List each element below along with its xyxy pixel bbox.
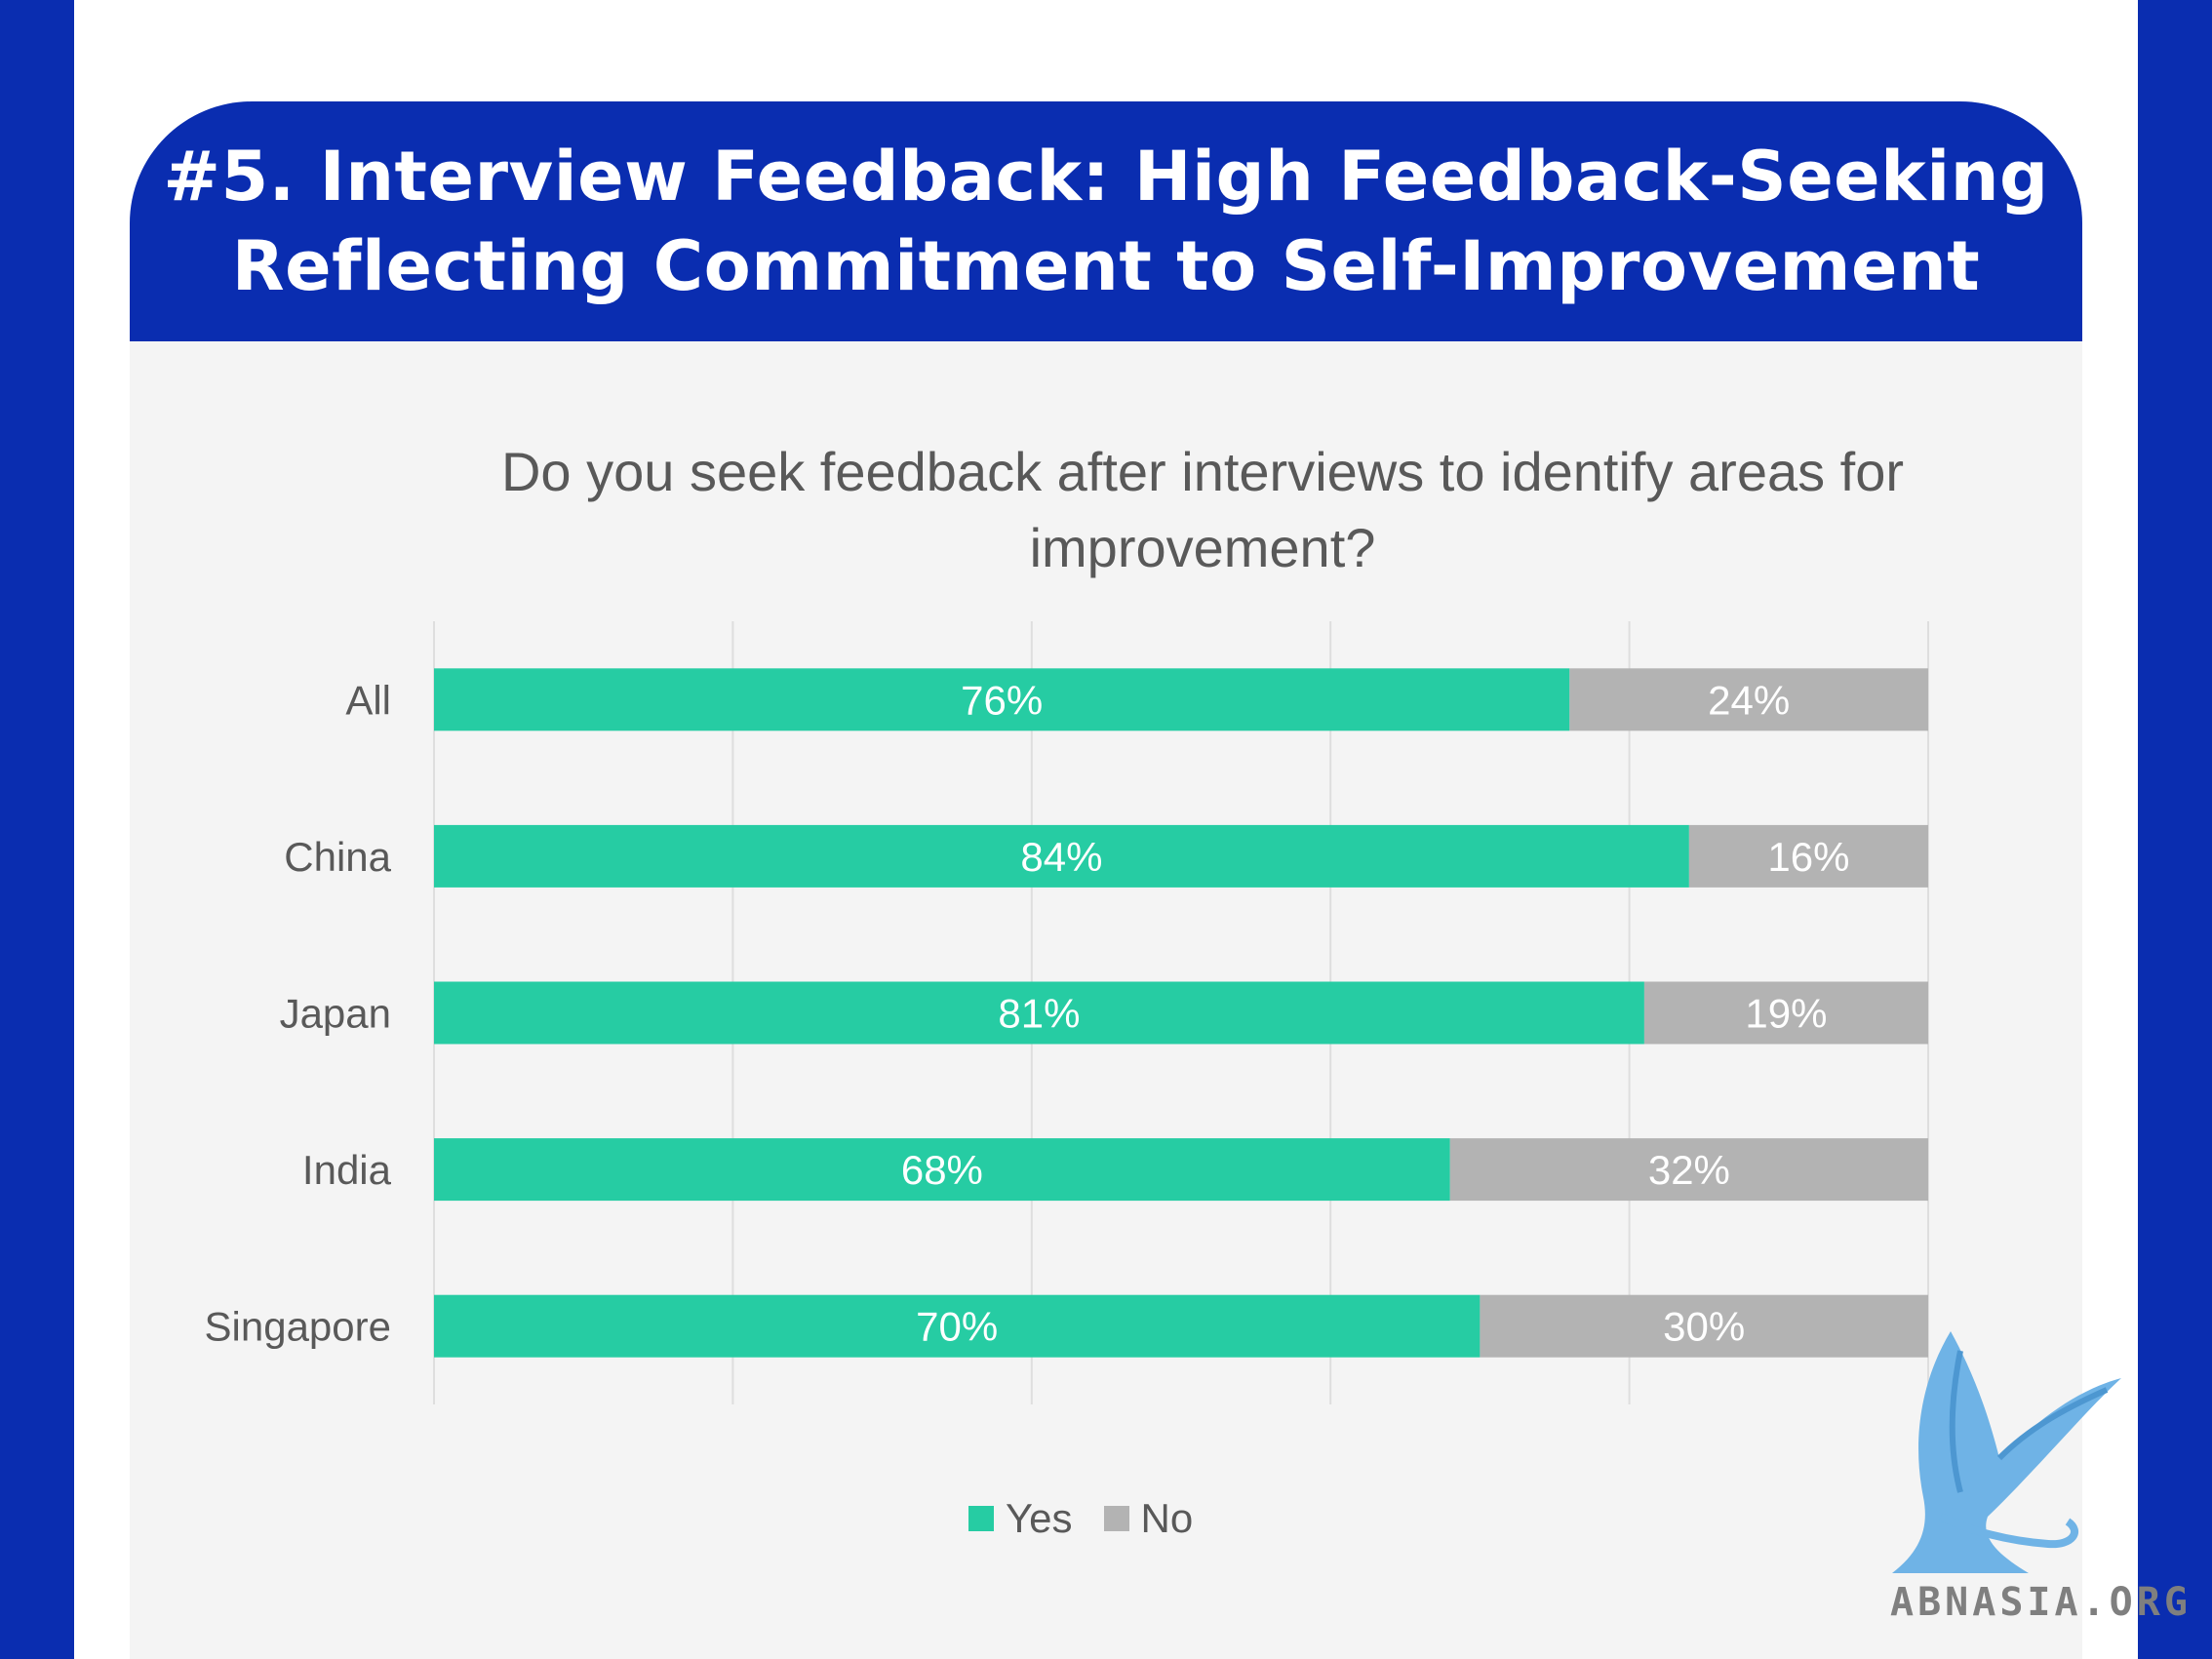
- data-label: 70%: [916, 1304, 998, 1350]
- data-label: 84%: [1020, 834, 1102, 880]
- legend-label-no: No: [1140, 1495, 1194, 1541]
- chart-panel: Do you seek feedback after interviews to…: [130, 341, 2082, 1659]
- bar-segment-yes: [434, 824, 1689, 888]
- title-line-2: Reflecting Commitment to Self-Improvemen…: [231, 226, 1981, 306]
- data-label: 32%: [1648, 1147, 1730, 1193]
- chart-title-line-1: Do you seek feedback after interviews to…: [500, 441, 1905, 502]
- bar-segment-yes: [434, 1138, 1450, 1202]
- bar-segment-yes: [434, 668, 1570, 731]
- legend-item-no: No: [1103, 1495, 1194, 1542]
- bar-segment-no: [1643, 981, 1928, 1045]
- data-label: 30%: [1663, 1304, 1745, 1350]
- chart-title-line-2: improvement?: [1029, 517, 1376, 578]
- bar-segment-no: [1569, 668, 1928, 731]
- category-label: India: [302, 1147, 392, 1193]
- bar-segment-yes: [434, 981, 1644, 1045]
- title-line-1: #5. Interview Feedback: High Feedback-Se…: [163, 137, 2049, 217]
- bar-segment-no: [1688, 824, 1928, 888]
- chart-legend: Yes No: [968, 1495, 1224, 1542]
- bar-chart: All 76% 24% China 84% 16% Japan 81% 19% India 68% 3…: [205, 621, 1929, 1404]
- bar-segment-no: [1449, 1138, 1928, 1202]
- category-label: Singapore: [205, 1304, 391, 1350]
- legend-label-yes: Yes: [1006, 1495, 1073, 1541]
- bar-segment-yes: [434, 1294, 1481, 1358]
- bar-segment-no: [1480, 1294, 1928, 1358]
- data-label: 24%: [1708, 677, 1790, 723]
- data-label: 68%: [901, 1147, 983, 1193]
- data-label: 19%: [1745, 991, 1827, 1037]
- title-banner: #5. Interview Feedback: High Feedback-Se…: [130, 101, 2082, 341]
- category-label: China: [284, 834, 391, 880]
- chart-title: Do you seek feedback after interviews to…: [422, 434, 1983, 586]
- data-label: 81%: [998, 991, 1080, 1037]
- griffin-logo-icon: [1892, 1331, 2121, 1573]
- logo-text: ABNASIA.ORG: [1890, 1580, 2192, 1625]
- legend-swatch-yes: [968, 1506, 994, 1531]
- data-label: 76%: [961, 677, 1043, 723]
- legend-swatch-no: [1103, 1506, 1129, 1531]
- legend-item-yes: Yes: [968, 1495, 1073, 1542]
- category-label: All: [345, 677, 391, 723]
- category-label: Japan: [280, 991, 391, 1037]
- data-label: 16%: [1767, 834, 1849, 880]
